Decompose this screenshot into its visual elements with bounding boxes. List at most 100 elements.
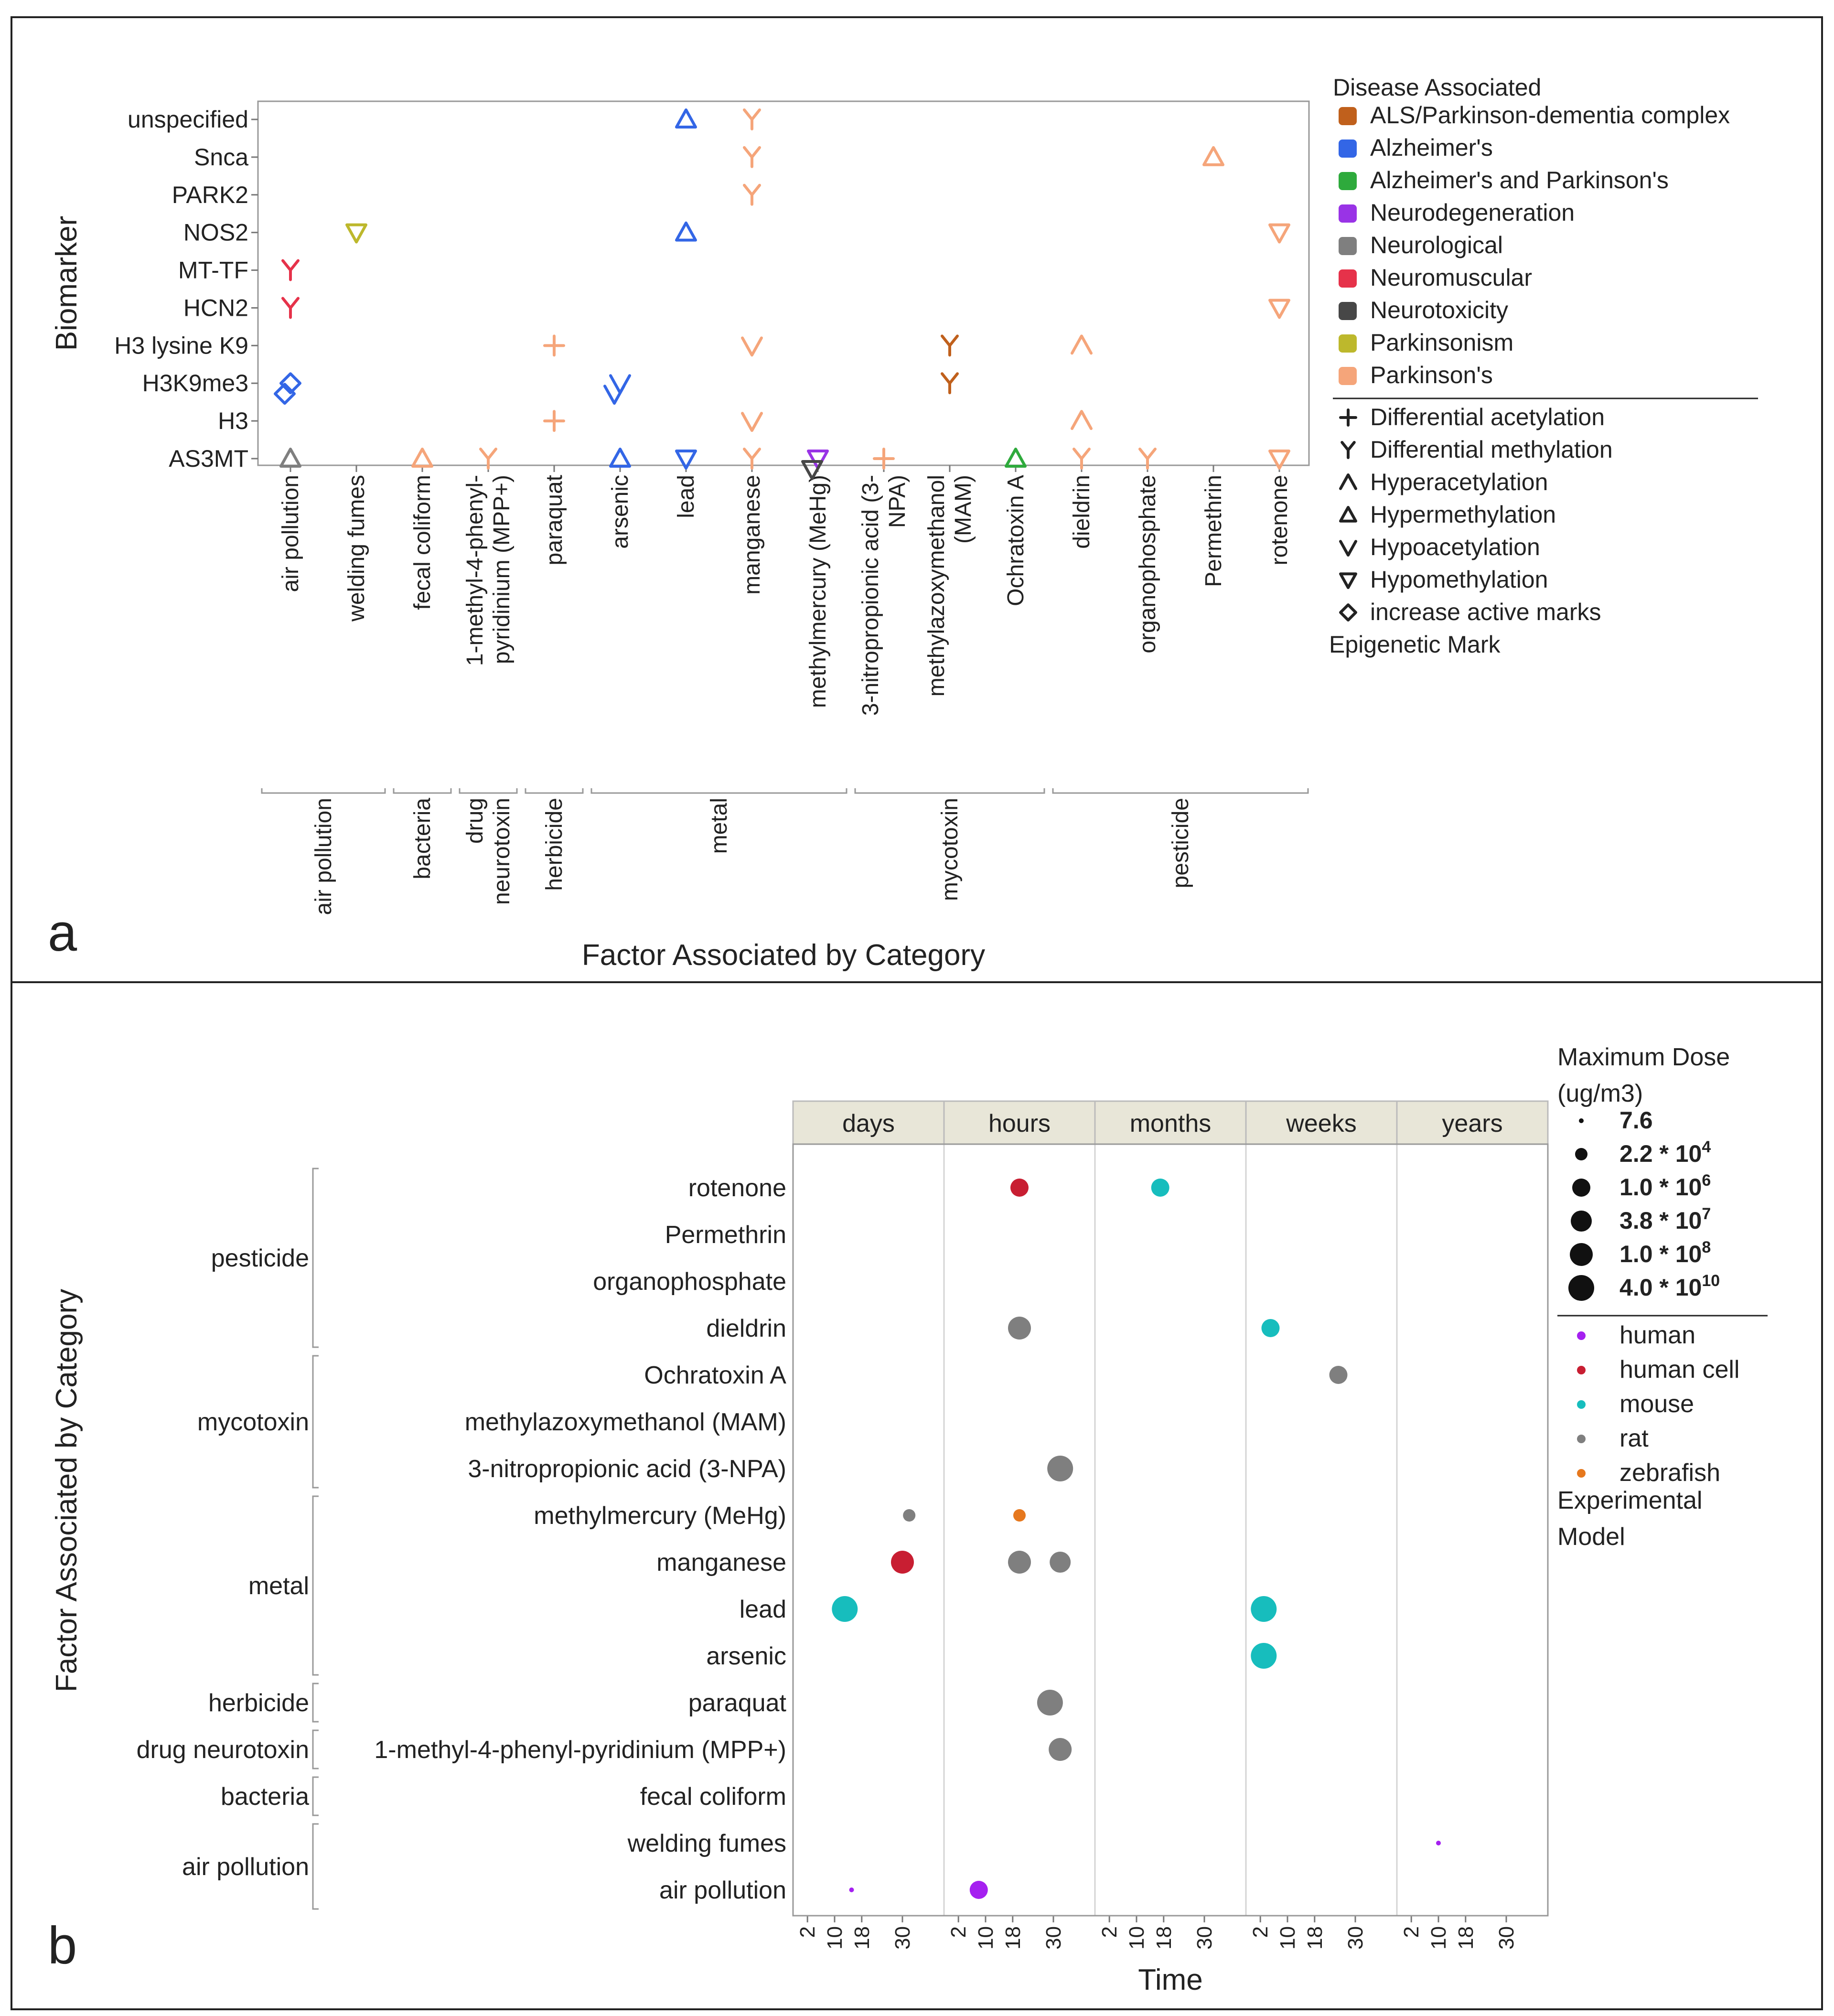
a-legend-swatch: [1339, 139, 1357, 158]
b-size-legend-exponent: 4: [1702, 1138, 1711, 1156]
a-point-caret: [1071, 334, 1093, 355]
a-legend-label: Alzheimer's: [1370, 134, 1493, 161]
b-point: [1251, 1643, 1277, 1669]
a-legend-label: Parkinson's: [1370, 362, 1493, 388]
a-legend-marks-title: Epigenetic Mark: [1329, 631, 1501, 658]
a-point-y: [743, 183, 761, 206]
b-size-legend-exponent: 7: [1702, 1205, 1711, 1223]
a-x-tick-label: 1-methyl-4-phenyl-: [462, 475, 488, 666]
b-point: [1251, 1596, 1277, 1622]
a-point-y: [941, 334, 959, 357]
b-point: [1049, 1738, 1072, 1761]
b-group-bracket: [312, 1495, 319, 1676]
b-model-legend-dot: [1577, 1331, 1586, 1340]
b-row-label: lead: [740, 1596, 786, 1623]
a-point-y: [743, 448, 761, 470]
a-legend-label: increase active marks: [1370, 599, 1601, 625]
a-point-tri-up: [675, 108, 697, 129]
b-point: [1151, 1179, 1169, 1197]
b-facet-header: [1094, 1100, 1247, 1145]
a-y-tick-label: MT-TF: [178, 257, 248, 284]
b-group-bracket: [312, 1168, 319, 1348]
a-y-tick-label: HCN2: [183, 294, 248, 321]
b-x-tick-label: 10: [1427, 1926, 1450, 1950]
a-legend-label: Neurotoxicity: [1370, 297, 1508, 323]
a-group-label: neurotoxin: [489, 798, 515, 905]
a-legend-label: Parkinsonism: [1370, 329, 1513, 356]
b-model-legend-label: human: [1619, 1321, 1695, 1349]
b-group-label: drug neurotoxin: [137, 1736, 309, 1764]
a-x-tick-label: rotenone: [1267, 475, 1292, 566]
b-row-label: organophosphate: [593, 1268, 786, 1296]
a-y-tick-label: AS3MT: [169, 445, 248, 472]
b-row-label: methylmercury (MeHg): [534, 1502, 786, 1530]
b-point: [903, 1509, 916, 1522]
a-group-bracket: [1052, 788, 1309, 794]
a-x-tick-label: (MAM): [951, 475, 976, 544]
b-row-label: manganese: [656, 1549, 786, 1576]
b-group-bracket: [312, 1729, 319, 1769]
b-x-tick-label: 18: [850, 1926, 874, 1950]
a-x-tick-label: dieldrin: [1069, 475, 1094, 549]
b-size-legend-dot: [1579, 1118, 1584, 1123]
a-point-tri-up: [279, 448, 301, 468]
b-size-legend-label: 1.0 * 108: [1619, 1238, 1711, 1267]
b-row-label: 3-nitropropionic acid (3-NPA): [468, 1455, 786, 1483]
a-legend-label: Differential methylation: [1370, 436, 1613, 463]
a-x-tick-label: fecal coliform: [410, 475, 435, 610]
b-x-tick-label: 10: [823, 1926, 847, 1950]
a-x-tick-label: welding fumes: [344, 475, 369, 622]
b-point: [891, 1551, 914, 1574]
a-y-tick-label: H3 lysine K9: [114, 332, 248, 359]
b-x-tick-label: 10: [974, 1926, 997, 1950]
a-y-tick-label: H3K9me3: [142, 370, 248, 397]
a-point-tri-down: [1268, 223, 1290, 244]
b-facet-panel: [1396, 1143, 1549, 1917]
a-point-y: [1073, 448, 1091, 470]
b-model-legend-title: Experimental: [1557, 1487, 1702, 1514]
b-point: [832, 1596, 858, 1622]
b-plot-frame: [792, 1143, 1549, 1917]
b-row-label: paraquat: [688, 1689, 787, 1717]
b-row-label: fecal coliform: [640, 1783, 786, 1811]
b-x-tick-label: 2: [1098, 1926, 1121, 1938]
b-point: [1261, 1319, 1280, 1337]
a-legend-swatch: [1339, 172, 1357, 190]
a-group-bracket: [459, 788, 518, 794]
b-size-legend-mantissa: 1.0 * 10: [1619, 1174, 1702, 1201]
b-point: [1013, 1509, 1026, 1522]
b-size-legend-dot: [1568, 1275, 1594, 1301]
b-size-legend-label: 4.0 * 1010: [1619, 1272, 1720, 1301]
panel-a-x-axis-title: Factor Associated by Category: [582, 939, 985, 972]
a-point-tri-up: [675, 221, 697, 242]
a-group-label: pesticide: [1168, 798, 1193, 888]
b-group-bracket: [312, 1776, 319, 1816]
b-size-legend-mantissa: 7.6: [1619, 1107, 1653, 1134]
a-point-tri-down: [807, 450, 829, 470]
b-x-tick-label: 2: [1249, 1926, 1272, 1938]
b-model-legend-label: zebrafish: [1619, 1459, 1720, 1487]
a-x-tick-label: lead: [674, 475, 699, 518]
a-point-tri-up: [1202, 146, 1224, 166]
a-point-y: [941, 372, 959, 395]
a-point-vee: [741, 336, 763, 357]
a-legend-label: Alzheimer's and Parkinson's: [1370, 167, 1669, 193]
a-legend-symbol-tri-up: [1339, 506, 1357, 523]
b-model-legend-label: rat: [1619, 1425, 1649, 1452]
a-legend-symbol-diamond: [1339, 603, 1357, 622]
a-x-tick-label: Permethrin: [1201, 475, 1226, 587]
a-legend-swatch: [1339, 107, 1357, 125]
b-size-legend-title: (ug/m3): [1557, 1080, 1643, 1107]
a-x-tick-label: methylmercury (MeHg): [805, 475, 831, 708]
a-y-tick-label: Snca: [194, 144, 248, 171]
b-row-label: 1-methyl-4-phenyl-pyridinium (MPP+): [374, 1736, 786, 1764]
b-point: [1050, 1552, 1071, 1573]
b-size-legend-mantissa: 2.2 * 10: [1619, 1140, 1702, 1167]
a-legend-swatch: [1339, 302, 1357, 320]
a-point-vee: [603, 385, 625, 405]
a-x-tick-label: methylazoxymethanol: [924, 475, 949, 697]
a-point-y: [281, 297, 300, 319]
b-model-legend-dot: [1577, 1400, 1586, 1409]
b-point: [1010, 1179, 1029, 1197]
